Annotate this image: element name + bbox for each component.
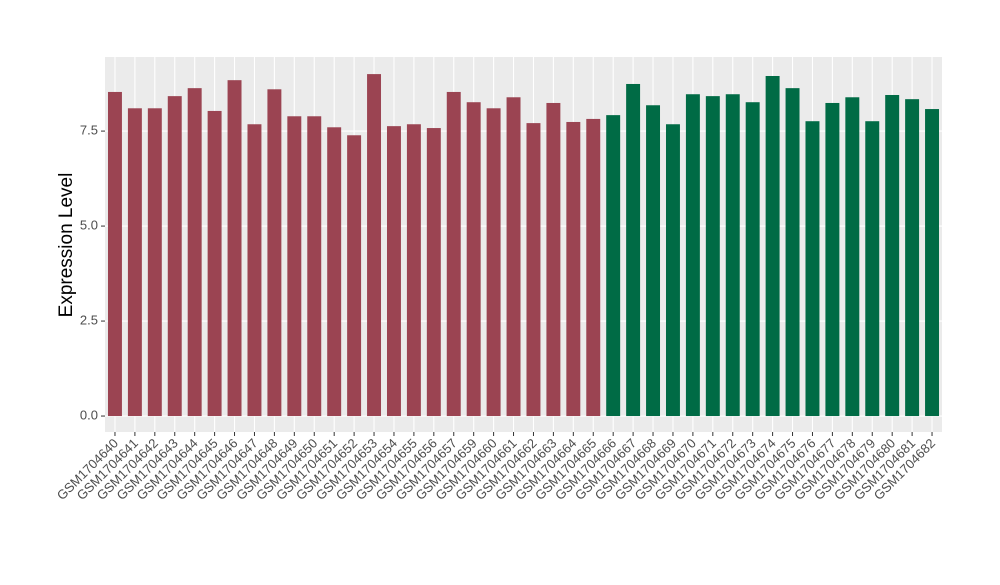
bar bbox=[825, 102, 840, 417]
bar bbox=[486, 108, 501, 417]
bar bbox=[606, 115, 621, 417]
bar bbox=[685, 94, 700, 417]
y-tick-label: 2.5 bbox=[80, 312, 98, 327]
y-tick-label: 7.5 bbox=[80, 123, 98, 138]
y-tick-label: 5.0 bbox=[80, 218, 98, 233]
bar bbox=[167, 96, 182, 417]
bar bbox=[646, 105, 661, 417]
bar bbox=[725, 94, 740, 417]
bar bbox=[367, 74, 382, 417]
bar bbox=[626, 83, 641, 417]
bar bbox=[586, 118, 601, 417]
bar bbox=[466, 102, 481, 417]
bar bbox=[546, 102, 561, 417]
bar bbox=[347, 135, 362, 417]
bar bbox=[665, 124, 680, 417]
bar bbox=[526, 123, 541, 417]
bar bbox=[147, 108, 162, 417]
bar bbox=[207, 110, 222, 417]
bar bbox=[506, 97, 521, 417]
bar bbox=[386, 126, 401, 417]
bar bbox=[905, 99, 920, 417]
bar bbox=[566, 121, 581, 417]
bar bbox=[925, 109, 940, 417]
bar bbox=[426, 128, 441, 417]
bar bbox=[745, 102, 760, 417]
bar bbox=[327, 127, 342, 417]
plot-background bbox=[105, 57, 942, 432]
y-tick-label: 0.0 bbox=[80, 407, 98, 422]
bar bbox=[227, 80, 242, 417]
bar bbox=[307, 116, 322, 417]
bar bbox=[247, 124, 262, 417]
bar bbox=[705, 96, 720, 417]
bar bbox=[765, 75, 780, 417]
bar bbox=[267, 89, 282, 417]
bar bbox=[107, 91, 122, 417]
bar bbox=[805, 121, 820, 417]
bar bbox=[446, 91, 461, 417]
bar bbox=[187, 88, 202, 417]
bar bbox=[885, 94, 900, 417]
y-axis-title: Expression Level bbox=[56, 173, 77, 318]
bar bbox=[845, 97, 860, 417]
bar bbox=[785, 88, 800, 417]
bar bbox=[865, 121, 880, 417]
bar bbox=[287, 116, 302, 417]
bar bbox=[406, 124, 421, 417]
bar bbox=[127, 108, 142, 417]
